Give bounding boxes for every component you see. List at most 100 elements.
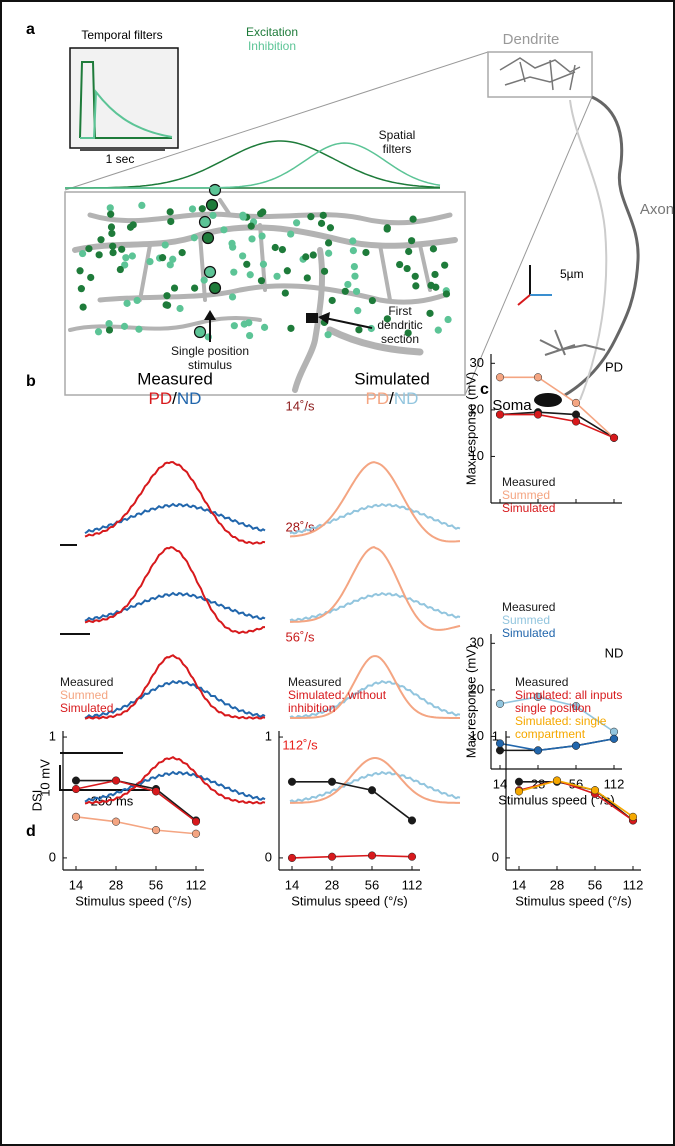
spatial-filter bbox=[65, 140, 441, 189]
point bbox=[533, 692, 543, 701]
synapse bbox=[302, 253, 310, 261]
x-tick-label: 112 bbox=[186, 877, 207, 892]
section-arrow bbox=[324, 317, 373, 329]
synapse bbox=[200, 276, 208, 284]
synapse bbox=[220, 226, 228, 234]
dendrite-box bbox=[487, 51, 593, 98]
point bbox=[514, 777, 524, 786]
synapse bbox=[259, 260, 268, 268]
panel-label: b bbox=[26, 373, 36, 390]
y-tick-label: 30 bbox=[470, 635, 484, 650]
synapse bbox=[319, 211, 327, 219]
synapse bbox=[273, 272, 281, 280]
first-section bbox=[306, 313, 318, 323]
legend-entry: Simulated: single compartment bbox=[515, 714, 607, 741]
legend-entry: Simulated bbox=[60, 701, 114, 715]
zoom-line bbox=[64, 51, 489, 191]
measured-title: Measured bbox=[137, 369, 213, 388]
synapse bbox=[78, 249, 87, 258]
y-axis-label: Max response (mV) bbox=[463, 372, 478, 485]
synapse bbox=[107, 223, 116, 231]
point bbox=[571, 741, 581, 750]
synapse bbox=[94, 328, 103, 336]
synapse bbox=[324, 331, 332, 339]
zoom-line bbox=[464, 96, 593, 396]
synapse bbox=[404, 329, 412, 337]
legend-sep: / bbox=[172, 389, 177, 408]
spatial-filter bbox=[65, 142, 441, 189]
simulated-legend: PD/ND bbox=[366, 389, 419, 408]
point bbox=[495, 373, 505, 382]
panel-label: a bbox=[26, 21, 35, 38]
synapse bbox=[116, 265, 124, 274]
x-tick-label: 28 bbox=[325, 877, 339, 892]
synapse bbox=[362, 248, 370, 257]
point bbox=[367, 851, 377, 860]
x-tick-label: 112 bbox=[604, 776, 625, 791]
synapse-dots bbox=[76, 183, 452, 341]
y-tick-label: 20 bbox=[470, 401, 484, 416]
panel-label: d bbox=[26, 823, 36, 840]
point bbox=[287, 853, 297, 862]
stimulus-label: Single position stimulus bbox=[170, 344, 250, 372]
synapse bbox=[326, 224, 335, 232]
scale-axis bbox=[517, 294, 531, 306]
synapse bbox=[307, 213, 315, 221]
series-line bbox=[75, 816, 197, 835]
point bbox=[571, 417, 581, 426]
stimulus-site bbox=[201, 231, 215, 245]
point bbox=[191, 817, 201, 826]
x-axis-label: Stimulus speed (°/s) bbox=[291, 893, 407, 908]
trace bbox=[289, 461, 461, 543]
synapse bbox=[95, 251, 103, 259]
trace bbox=[290, 757, 460, 804]
synapse bbox=[368, 296, 376, 305]
point bbox=[151, 826, 161, 835]
legend-entry: Measured bbox=[288, 675, 342, 689]
synapse bbox=[278, 246, 287, 254]
synapse bbox=[79, 303, 87, 311]
axon bbox=[564, 95, 640, 397]
y-tick-label: 0 bbox=[49, 849, 56, 864]
point bbox=[367, 786, 377, 795]
legend-entry: Simulated: all inputs single position bbox=[515, 688, 623, 715]
x-tick-label: 14 bbox=[285, 877, 299, 892]
synapse bbox=[246, 331, 254, 340]
point bbox=[71, 784, 81, 794]
legend: Measured Simulated: without inhibition bbox=[288, 676, 418, 715]
dendrite-thumb bbox=[499, 57, 581, 91]
legend-entry: Summed bbox=[502, 613, 551, 627]
synapse bbox=[97, 236, 105, 244]
legend-pd: PD bbox=[366, 389, 390, 408]
synapse bbox=[246, 271, 254, 279]
axon-light bbox=[569, 99, 608, 401]
trace bbox=[289, 770, 461, 803]
synapse bbox=[188, 205, 197, 213]
synapse bbox=[403, 264, 411, 273]
synapse bbox=[248, 235, 256, 243]
synapse bbox=[258, 232, 266, 240]
synapse bbox=[257, 277, 266, 285]
x-tick-label: 28 bbox=[109, 877, 123, 892]
synapse bbox=[128, 252, 136, 260]
legend-entry: Measured bbox=[60, 675, 114, 689]
legend-nd: ND bbox=[394, 389, 419, 408]
synapse bbox=[320, 267, 329, 275]
x-tick-label: 112 bbox=[623, 877, 644, 892]
y-tick-label: 10 bbox=[470, 728, 484, 743]
point bbox=[327, 777, 337, 786]
synapse bbox=[129, 221, 137, 229]
legend-entry: Simulated bbox=[502, 626, 556, 640]
y-tick-label: 1 bbox=[49, 728, 56, 743]
synapse bbox=[228, 293, 237, 301]
point bbox=[407, 816, 417, 825]
synapse bbox=[287, 324, 295, 332]
point bbox=[151, 787, 161, 796]
time-scale: 1 sec bbox=[106, 152, 135, 166]
synapse bbox=[191, 284, 199, 292]
point bbox=[609, 433, 619, 442]
point bbox=[495, 746, 505, 755]
synapse bbox=[118, 245, 126, 253]
synapse bbox=[408, 237, 416, 245]
